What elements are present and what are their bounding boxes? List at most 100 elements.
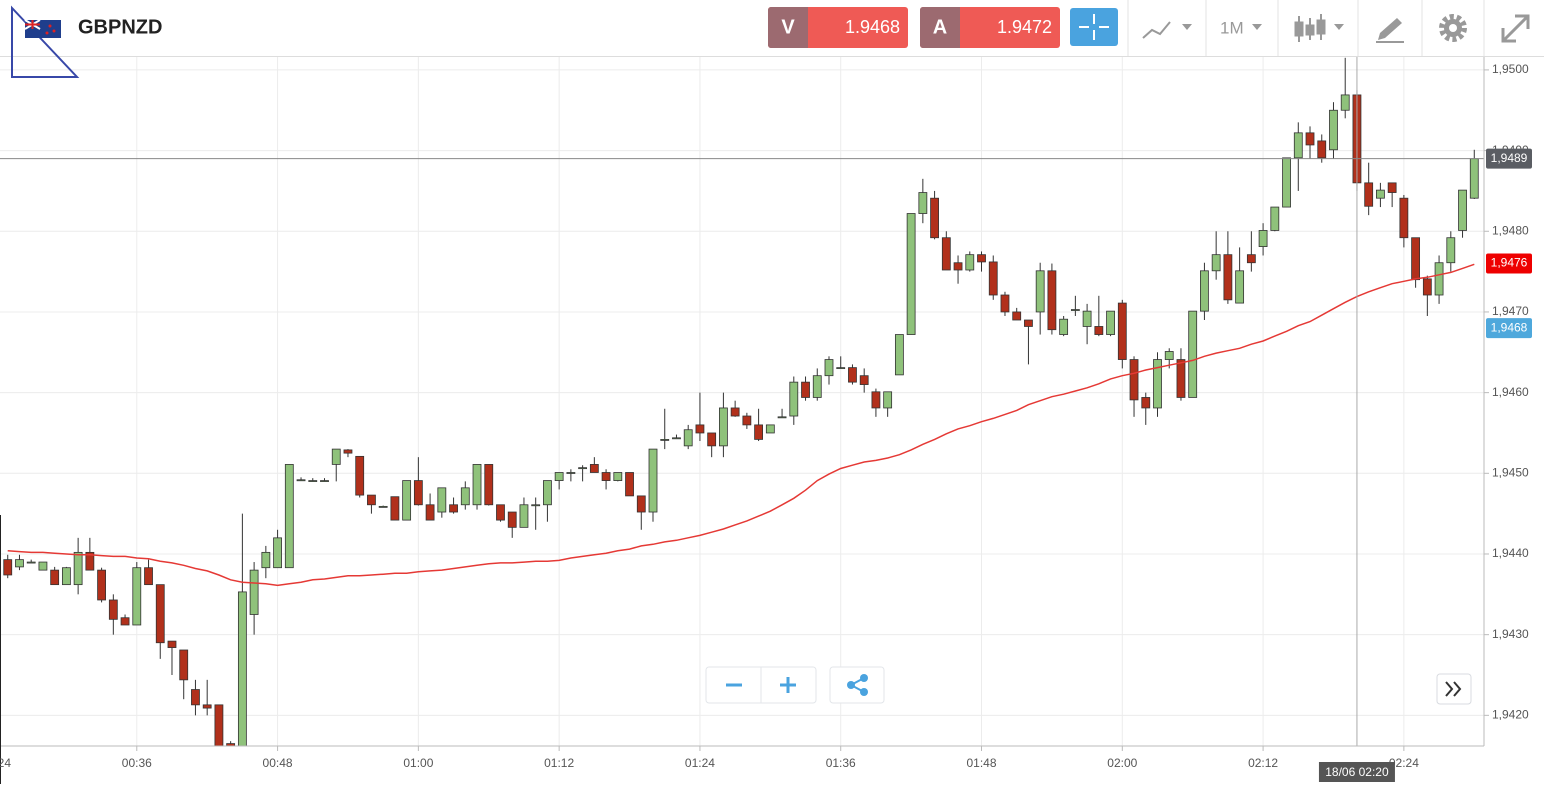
x-tick-label: 00:36 <box>122 756 152 770</box>
candle-body <box>1106 310 1115 335</box>
candle-body <box>202 704 212 709</box>
candle-body <box>578 467 588 470</box>
candle-body <box>38 561 48 571</box>
candle-body <box>566 472 576 474</box>
candle-body <box>484 464 494 506</box>
flag-icon <box>24 19 61 38</box>
price-badge <box>1486 148 1532 169</box>
candle-body <box>1340 94 1350 111</box>
candle-body <box>953 262 963 271</box>
candle-body <box>460 487 470 506</box>
candle-body <box>636 495 646 513</box>
candle-body <box>824 359 834 377</box>
settings-button[interactable] <box>1439 14 1467 42</box>
candle-body <box>367 494 376 506</box>
candle-body <box>1458 189 1467 231</box>
candle-body <box>496 504 505 521</box>
buy-label: A <box>933 16 947 38</box>
candle-body <box>531 504 541 507</box>
candle-body <box>859 375 869 385</box>
candle-body <box>355 455 365 496</box>
candle-body <box>390 496 400 521</box>
candle-body <box>883 391 893 409</box>
buy-button[interactable]: A 1.9472 <box>920 7 1060 48</box>
candle-type-button[interactable] <box>1294 14 1344 42</box>
candle-body <box>50 569 60 586</box>
candle-body <box>144 567 153 586</box>
scroll-latest-button[interactable] <box>1436 673 1472 705</box>
sell-button[interactable]: V 1.9468 <box>768 7 908 48</box>
candle-body <box>1129 359 1139 401</box>
candle-body <box>765 424 775 434</box>
drawing-triangle <box>11 5 80 78</box>
candle-body <box>331 448 341 465</box>
candle-body <box>683 429 693 447</box>
candle-body <box>1387 182 1397 193</box>
candle-body <box>249 569 259 615</box>
x-tick-label: 02:12 <box>1248 756 1278 770</box>
candle-body <box>155 584 165 644</box>
candle-body <box>343 449 353 454</box>
candle-body <box>1117 302 1127 360</box>
candle-body <box>61 567 71 586</box>
candle-body <box>836 367 846 370</box>
crosshair-label-box <box>1318 762 1395 782</box>
candle-body <box>1070 309 1080 311</box>
x-tick-label: 00:48 <box>263 756 293 770</box>
axes: 1,9420 1,9430 1,9440 1,9450 1,9460 1,9470 1,94… <box>0 62 1529 770</box>
candle-body <box>413 480 423 506</box>
crosshair-button[interactable] <box>1070 8 1118 46</box>
chart-style-button[interactable] <box>1142 21 1192 39</box>
candle-body <box>977 254 986 263</box>
moving-average-line <box>7 263 1475 587</box>
share-button[interactable] <box>829 666 885 704</box>
timeframe-label: 1M <box>1220 18 1244 37</box>
candle-body <box>672 437 681 440</box>
candle-body <box>3 559 13 576</box>
candle-body <box>402 480 412 521</box>
candle-body <box>660 439 670 441</box>
crosshair-label: 18/06 02:20 <box>1325 765 1389 779</box>
candle-body <box>1223 254 1233 301</box>
candle-body <box>261 551 271 569</box>
y-tick-label: 1,9500 <box>1492 62 1529 76</box>
candle-body <box>1141 397 1151 409</box>
timeframe-button[interactable]: 1M <box>1220 18 1262 37</box>
zoom-in-button[interactable] <box>780 677 796 693</box>
candle-body <box>132 567 142 626</box>
candle-body <box>930 197 939 239</box>
candle-body <box>191 689 200 706</box>
candle-body <box>308 480 318 482</box>
y-tick-label: 1,9420 <box>1492 708 1529 722</box>
candle-body <box>613 472 623 481</box>
candle-body <box>1059 318 1069 335</box>
candle-body <box>507 511 517 528</box>
draw-tool-button[interactable] <box>1376 18 1404 43</box>
candle-body <box>1364 182 1374 207</box>
candle-body <box>1035 270 1045 313</box>
candle-body <box>1399 197 1409 239</box>
x-tick-label: 01:48 <box>966 756 996 770</box>
candle-body <box>941 237 951 271</box>
y-tick-label: 1,9480 <box>1492 223 1529 237</box>
x-tick-label: 01:36 <box>826 756 856 770</box>
candle-body <box>108 599 118 620</box>
candle-body <box>1305 132 1315 146</box>
candle-body <box>1411 237 1421 281</box>
price-badge <box>1486 318 1532 339</box>
candle-body <box>97 569 106 601</box>
candle-body <box>1047 270 1057 331</box>
candle-body <box>1211 254 1221 272</box>
candle-body <box>789 381 799 417</box>
candle-body <box>1082 310 1092 327</box>
candle-body <box>848 367 857 383</box>
candle-body <box>1094 326 1104 335</box>
price-badge <box>1486 253 1532 274</box>
fullscreen-button[interactable] <box>1501 14 1530 43</box>
x-tick-label: 01:00 <box>403 756 433 770</box>
candle-body <box>1246 254 1256 264</box>
candle-body <box>906 213 916 335</box>
candle-body <box>543 480 552 506</box>
candle-body <box>1376 189 1385 199</box>
